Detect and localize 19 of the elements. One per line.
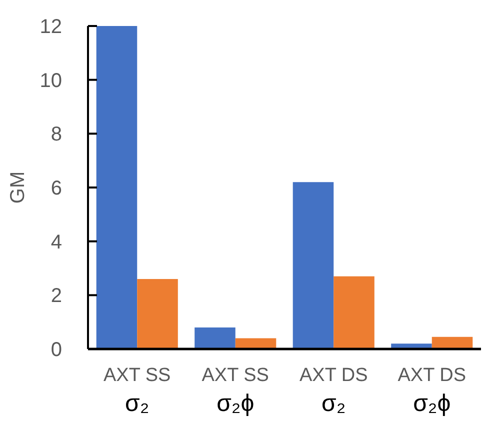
y-tick-label: 8 [50, 124, 62, 146]
bar [432, 336, 473, 349]
y-tick-label: 10 [40, 70, 62, 92]
y-axis-title: GM [7, 171, 29, 204]
y-tick-label: 6 [50, 178, 62, 200]
y-tick-label: 2 [50, 285, 62, 308]
x-tick-label: AXT DS σ₂ [299, 365, 368, 417]
y-tick-label: 12 [40, 16, 62, 38]
bar [194, 327, 236, 349]
bar [292, 182, 334, 349]
bar [235, 338, 276, 349]
x-tick-label: AXT DS σ₂ϕ [398, 365, 466, 417]
y-tick-label: 0 [50, 339, 62, 361]
x-tick-label: AXT SS σ₂ϕ [202, 365, 269, 417]
bar [96, 26, 138, 349]
y-tick-label: 4 [50, 231, 62, 254]
bar [137, 279, 178, 349]
bar [334, 276, 374, 349]
x-tick-label: AXT SS σ₂ [104, 365, 171, 417]
